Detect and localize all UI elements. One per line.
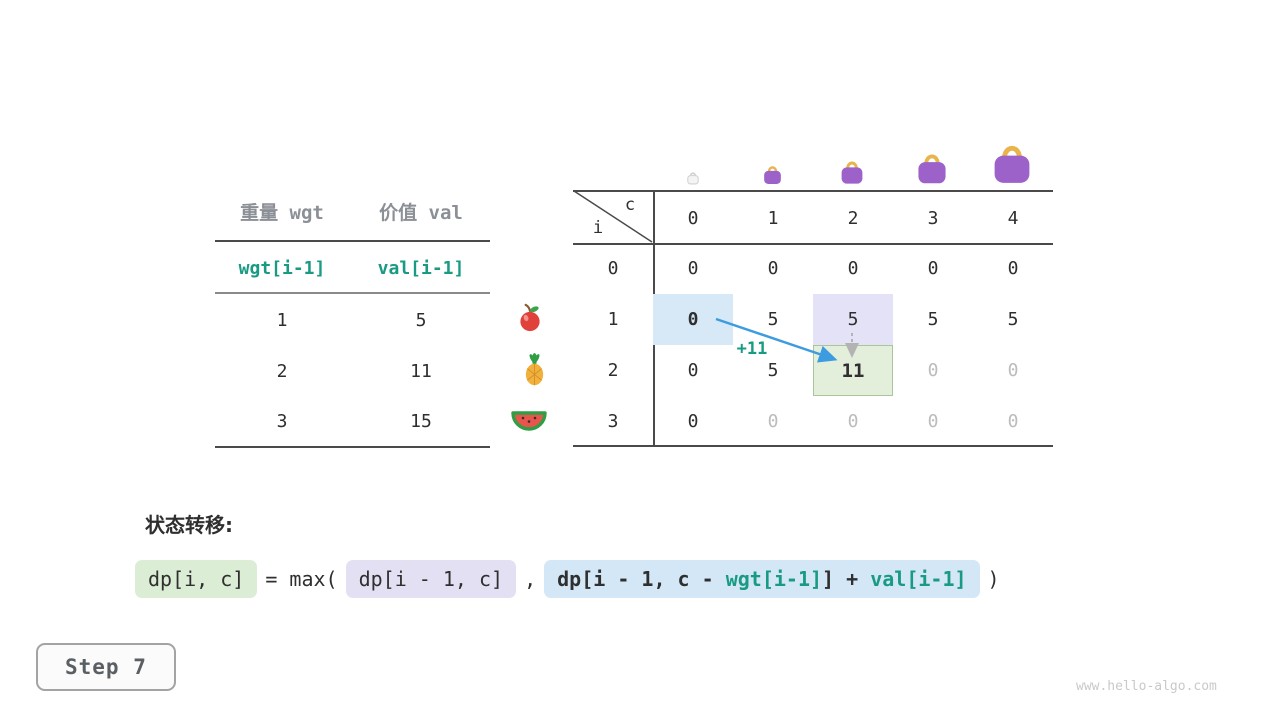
bag-icon-capacity-4 [990,135,1034,185]
bag-icon-capacity-0 [686,169,700,185]
dp-row-header-3: 3 [607,411,619,432]
formula-comma: , [524,567,537,591]
items-table-header-weight: 重量 wgt [240,201,324,224]
items-table-mid-rule [215,292,490,294]
dp-cell-r1-c4: 5 [1007,309,1019,330]
dp-row-header-1: 1 [607,309,619,330]
dp-corner-col-label: c [624,195,636,215]
item-3-value: 15 [410,410,432,432]
formula-close-paren: ) [987,567,1000,591]
dp-cell-r3-c4: 0 [1007,411,1019,432]
formula-arg2-part1: dp[i - 1, c - [557,567,726,591]
dp-cell-r0-c3: 0 [927,258,939,279]
bag-icon-capacity-3 [915,146,949,185]
formula-lhs-chip: dp[i, c] [135,560,258,598]
items-table-formula-wgt: wgt[i-1] [238,257,326,279]
transition-title: 状态转移: [145,513,233,537]
pineapple-icon [521,352,548,387]
dp-cell-r3-c2: 0 [847,411,859,432]
dp-table-header-rule [573,243,1053,245]
dp-cell-r3-c1: 0 [767,411,779,432]
step-badge: Step 7 [36,643,176,691]
dp-row-header-2: 2 [607,360,619,381]
watermark: www.hello-algo.com [1076,679,1217,694]
dp-cell-r0-c4: 0 [1007,258,1019,279]
dp-cell-r2-c0: 0 [687,360,699,381]
dp-col-header-3: 3 [927,207,939,229]
item-2-value: 11 [410,360,432,382]
dp-col-header-2: 2 [847,207,859,229]
items-table-top-rule [215,240,490,242]
dp-col-header-0: 0 [687,207,699,229]
watermelon-icon [511,410,547,433]
formula-arg2-chip: dp[i - 1, c - wgt[i-1]] + val[i-1] [544,560,980,598]
item-3-weight: 3 [276,410,288,432]
dp-cell-r1-c2-highlight-above: 5 [813,294,893,345]
dp-cell-r2-c4: 0 [1007,360,1019,381]
dp-cell-r1-c3: 5 [927,309,939,330]
formula-arg1-chip: dp[i - 1, c] [345,560,517,598]
dp-table-bottom-rule [573,445,1053,447]
dp-cell-r3-c0: 0 [687,411,699,432]
dp-cell-r0-c0: 0 [687,258,699,279]
formula-eq-max: = max( [265,567,338,591]
dp-cell-r0-c2: 0 [847,258,859,279]
formula-arg2-wgt: wgt[i-1] [725,567,823,591]
apple-icon [516,303,544,333]
dp-cell-r2-c2-current: 11 [813,345,893,396]
dp-row-header-0: 0 [607,258,619,279]
items-table-header-value: 价值 val [379,201,463,224]
bag-icon-capacity-1 [762,161,783,185]
item-2-weight: 2 [276,360,288,382]
dp-col-header-1: 1 [767,207,779,229]
dp-cell-r0-c1: 0 [767,258,779,279]
transition-formula: dp[i, c] = max( dp[i - 1, c] , dp[i - 1,… [135,560,1000,598]
dp-table-top-rule [573,190,1053,192]
items-table-bottom-rule [215,446,490,448]
formula-arg2-part2: ] + [822,567,871,591]
arrow-add-value-label: +11 [736,339,768,359]
dp-cell-r1-c0-highlight-source: 0 [653,294,733,345]
bag-icon-capacity-2 [839,155,865,185]
formula-arg2-val: val[i-1] [870,567,967,591]
item-1-weight: 1 [276,309,288,331]
item-1-value: 5 [415,309,427,331]
dp-cell-r2-c3: 0 [927,360,939,381]
dp-cell-r3-c3: 0 [927,411,939,432]
dp-cell-r2-c1: 5 [767,360,779,381]
items-table-formula-val: val[i-1] [377,257,465,279]
dp-corner-row-label: i [592,218,604,238]
dp-col-header-4: 4 [1007,207,1019,229]
